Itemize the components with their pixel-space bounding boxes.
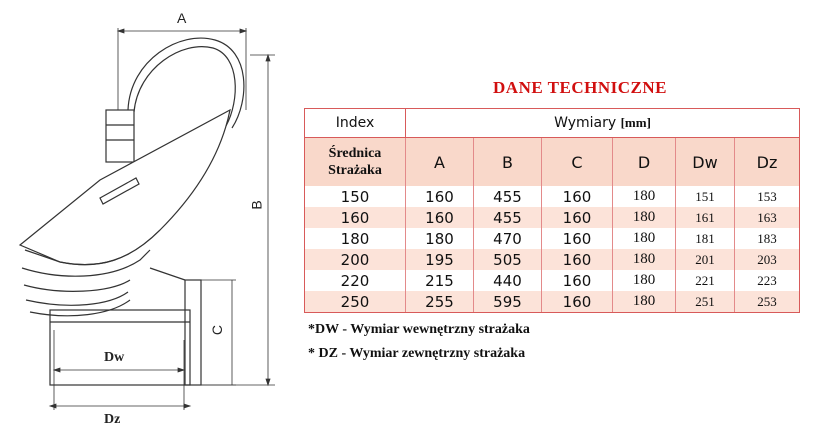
diameter-header: Średnica Strażaka (304, 137, 406, 186)
value-cell-dw: 221 (675, 270, 735, 291)
index-header: Index (304, 108, 406, 138)
value-cell-c: 160 (541, 228, 613, 249)
dimension-a (116, 28, 248, 110)
value-cell-dw: 201 (675, 249, 735, 270)
label-b: B (248, 200, 265, 210)
value-cell-a: 215 (405, 270, 474, 291)
value-cell-d: 180 (612, 291, 676, 313)
index-cell: 220 (304, 270, 406, 291)
col-c: C (541, 137, 613, 186)
dimension-dz (48, 403, 192, 409)
col-d: D (612, 137, 676, 186)
label-c: C (209, 324, 226, 336)
index-cell: 200 (304, 249, 406, 270)
dimensions-header: Wymiary [mm] (405, 108, 800, 138)
index-cell: 160 (304, 207, 406, 228)
value-cell-d: 180 (612, 207, 676, 228)
dimensions-label: Wymiary (554, 115, 617, 131)
table-header-row: Index Wymiary [mm] (304, 108, 800, 138)
col-dz: Dz (734, 137, 800, 186)
note-dz: * DZ - Wymiar zewnętrzny strażaka (308, 346, 526, 361)
column-header-row: Średnica Strażaka A B C D Dw Dz (304, 137, 800, 186)
table-row: 250 255 595 160 180 251 253 (304, 291, 800, 313)
label-a: A (177, 10, 187, 26)
value-cell-a: 180 (405, 228, 474, 249)
dimension-c (200, 279, 236, 386)
value-cell-d: 180 (612, 228, 676, 249)
value-cell-b: 505 (473, 249, 542, 270)
base-pipe (49, 267, 202, 386)
dimension-b (190, 53, 275, 387)
value-cell-dz: 183 (734, 228, 800, 249)
value-cell-a: 255 (405, 291, 474, 313)
value-cell-dz: 163 (734, 207, 800, 228)
table-row: 200 195 505 160 180 201 203 (304, 249, 800, 270)
value-cell-d: 180 (612, 186, 676, 207)
dimension-dw (52, 330, 186, 410)
diameter-header-line2: Strażaka (328, 163, 382, 178)
label-dz: Dz (104, 412, 121, 427)
weather-vane-arc (127, 37, 245, 129)
value-cell-c: 160 (541, 249, 613, 270)
value-cell-b: 455 (473, 207, 542, 228)
col-b: B (473, 137, 542, 186)
value-cell-dw: 161 (675, 207, 735, 228)
value-cell-c: 160 (541, 186, 613, 207)
value-cell-dz: 203 (734, 249, 800, 270)
value-cell-c: 160 (541, 207, 613, 228)
value-cell-dz: 253 (734, 291, 800, 313)
value-cell-dw: 151 (675, 186, 735, 207)
value-cell-b: 595 (473, 291, 542, 313)
value-cell-c: 160 (541, 270, 613, 291)
table-row: 160 160 455 160 180 161 163 (304, 207, 800, 228)
value-cell-b: 455 (473, 186, 542, 207)
value-cell-d: 180 (612, 270, 676, 291)
value-cell-dw: 181 (675, 228, 735, 249)
value-cell-a: 160 (405, 207, 474, 228)
rotating-head (18, 108, 231, 317)
value-cell-d: 180 (612, 249, 676, 270)
page-title: DANE TECHNICZNE (493, 78, 667, 97)
table-row: 220 215 440 160 180 221 223 (304, 270, 800, 291)
value-cell-c: 160 (541, 291, 613, 313)
index-cell: 150 (304, 186, 406, 207)
diameter-header-line1: Średnica (328, 146, 382, 161)
value-cell-dz: 223 (734, 270, 800, 291)
value-cell-a: 160 (405, 186, 474, 207)
note-dw: *DW - Wymiar wewnętrzny strażaka (308, 322, 530, 337)
index-cell: 250 (304, 291, 406, 313)
col-dw: Dw (675, 137, 735, 186)
table-row: 150 160 455 160 180 151 153 (304, 186, 800, 207)
value-cell-b: 440 (473, 270, 542, 291)
table-row: 180 180 470 160 180 181 183 (304, 228, 800, 249)
index-cell: 180 (304, 228, 406, 249)
chimney-cowl-drawing (18, 28, 275, 410)
label-dw: Dw (104, 350, 125, 365)
value-cell-a: 195 (405, 249, 474, 270)
value-cell-dw: 251 (675, 291, 735, 313)
col-a: A (405, 137, 474, 186)
unit-label: [mm] (620, 115, 651, 130)
value-cell-dz: 153 (734, 186, 800, 207)
bearing-housing (105, 109, 135, 163)
technical-data-table: Index Wymiary [mm] Średnica Strażaka A B… (304, 108, 800, 313)
value-cell-b: 470 (473, 228, 542, 249)
